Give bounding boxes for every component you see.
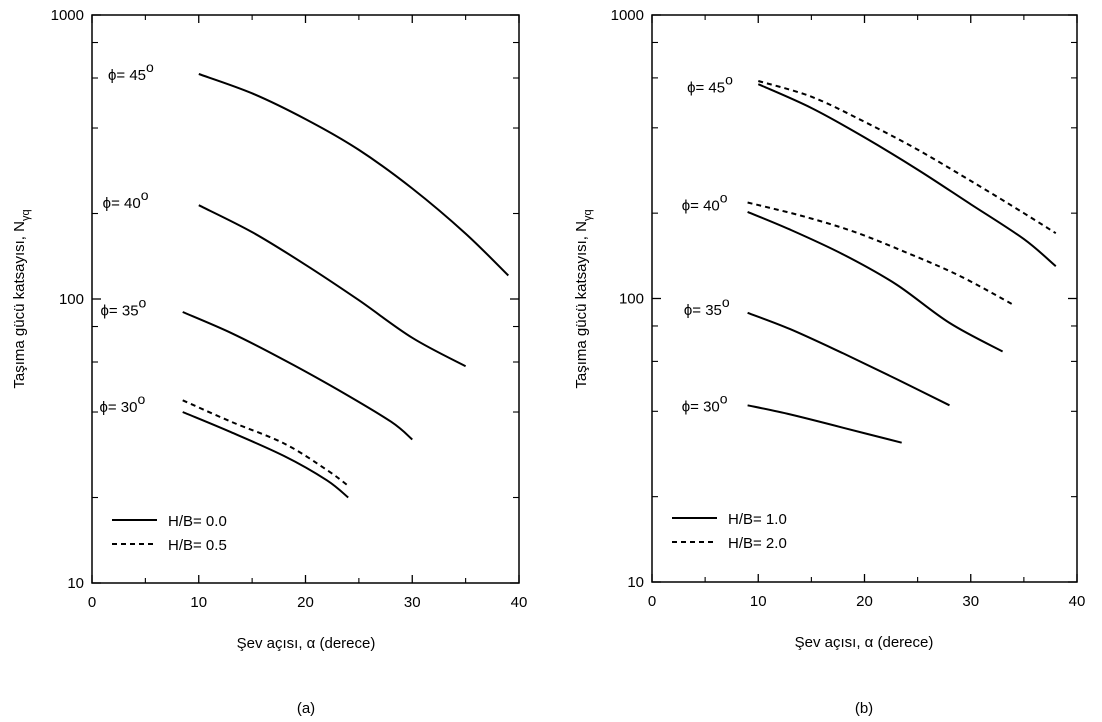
legend-label: H/B= 0.0 bbox=[168, 513, 227, 530]
panel-caption: (a) bbox=[297, 700, 315, 717]
y-tick-label: 1000 bbox=[51, 7, 84, 24]
x-tick-label: 0 bbox=[648, 593, 656, 610]
curve-label: ϕ= 30o bbox=[682, 390, 728, 415]
y-axis-label-main: Taşıma gücü katsayısı, N bbox=[11, 221, 28, 389]
y-tick-label: 100 bbox=[59, 291, 84, 308]
y-axis-label: Taşıma gücü katsayısı, Nγq bbox=[11, 209, 32, 388]
curve-label: ϕ= 35o bbox=[684, 294, 730, 319]
legend: H/B= 1.0 H/B= 2.0 bbox=[672, 511, 787, 552]
panel-caption: (b) bbox=[855, 700, 873, 717]
series-line-dashed bbox=[182, 399, 349, 487]
y-axis-label: Taşıma gücü katsayısı, Nγq bbox=[573, 209, 594, 388]
legend: H/B= 0.0 H/B= 0.5 bbox=[112, 513, 227, 554]
x-tick-label: 40 bbox=[1069, 593, 1086, 610]
curve-label: ϕ= 40o bbox=[103, 187, 149, 212]
legend-label: H/B= 1.0 bbox=[728, 511, 787, 528]
series-group bbox=[182, 73, 510, 499]
x-axis-label: Şev açısı, α (derece) bbox=[795, 634, 934, 651]
series-line-solid bbox=[747, 404, 902, 444]
y-axis-label-main: Taşıma gücü katsayısı, N bbox=[573, 221, 590, 389]
series-line-dashed bbox=[747, 201, 1014, 306]
x-tick-label: 30 bbox=[404, 594, 421, 611]
x-axis-label: Şev açısı, α (derece) bbox=[237, 635, 376, 652]
curve-labels: ϕ= 45o ϕ= 40o ϕ= 35o ϕ= 30o bbox=[99, 59, 154, 416]
legend-label: H/B= 0.5 bbox=[168, 537, 227, 554]
series-line-dashed bbox=[758, 80, 1057, 235]
y-axis-label-subscript: γq bbox=[582, 209, 594, 221]
curve-label: ϕ= 35o bbox=[101, 294, 147, 319]
curve-label: ϕ= 45o bbox=[687, 71, 733, 96]
series-line-solid bbox=[182, 411, 349, 499]
x-tick-label: 10 bbox=[190, 594, 207, 611]
series-line-solid bbox=[182, 311, 413, 441]
y-axis-label-subscript: γq bbox=[20, 209, 32, 221]
curve-label: ϕ= 40o bbox=[682, 189, 728, 214]
y-tick-label: 100 bbox=[619, 291, 644, 308]
x-tick-label: 40 bbox=[511, 594, 528, 611]
axis-ticks bbox=[651, 14, 1078, 583]
y-tick-label: 10 bbox=[67, 575, 84, 592]
plot-frame bbox=[91, 14, 520, 584]
x-tick-label: 0 bbox=[88, 594, 96, 611]
series-line-solid bbox=[198, 73, 510, 277]
series-line-solid bbox=[757, 83, 1057, 267]
x-tick-label: 30 bbox=[962, 593, 979, 610]
series-line-solid bbox=[747, 311, 950, 407]
curve-label: ϕ= 30o bbox=[99, 391, 145, 416]
axis-ticks bbox=[91, 14, 520, 584]
curve-labels: ϕ= 45o ϕ= 40o ϕ= 35o ϕ= 30o bbox=[682, 71, 733, 415]
y-tick-label: 10 bbox=[627, 574, 644, 591]
series-line-solid bbox=[198, 204, 467, 368]
x-tick-label: 20 bbox=[297, 594, 314, 611]
plot-frame bbox=[651, 14, 1078, 583]
y-tick-label: 1000 bbox=[611, 7, 644, 24]
curve-label: ϕ= 45o bbox=[108, 59, 154, 84]
x-tick-label: 10 bbox=[750, 593, 767, 610]
legend-label: H/B= 2.0 bbox=[728, 535, 787, 552]
x-tick-label: 20 bbox=[856, 593, 873, 610]
series-group bbox=[747, 80, 1057, 444]
series-line-solid bbox=[747, 210, 1004, 353]
